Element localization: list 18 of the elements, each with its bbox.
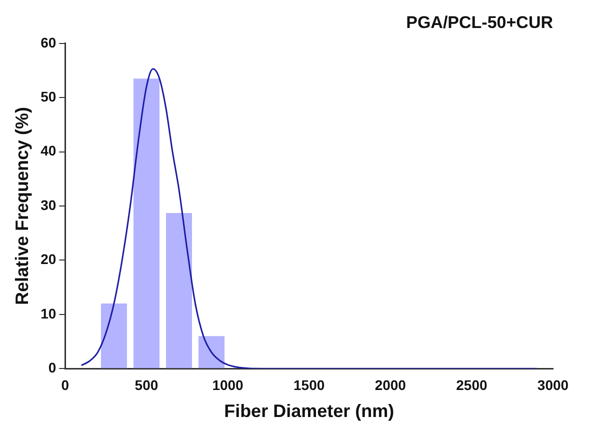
x-tick-label: 3000: [537, 376, 569, 393]
y-tick-label: 20: [40, 251, 56, 268]
y-tick-label: 10: [40, 305, 56, 322]
y-tick-label: 30: [40, 196, 56, 213]
x-tick-label: 1500: [294, 376, 325, 393]
y-tick-label: 60: [40, 34, 56, 50]
x-tick-label: 1000: [212, 376, 244, 393]
y-tick-label: 40: [40, 142, 56, 159]
x-tick-label: 0: [61, 376, 70, 393]
chart-title: PGA/PCL-50+CUR: [406, 12, 553, 32]
y-tick-label: 0: [48, 359, 56, 376]
y-tick-label: 50: [40, 88, 56, 104]
x-tick-label: 2500: [456, 376, 488, 393]
x-tick-label: 2000: [374, 376, 406, 393]
x-axis-title: Fiber Diameter (nm): [224, 401, 394, 422]
x-tick-label: 500: [134, 376, 158, 393]
y-axis-title: Relative Frequency (%): [12, 106, 32, 306]
line-series: [80, 68, 538, 369]
